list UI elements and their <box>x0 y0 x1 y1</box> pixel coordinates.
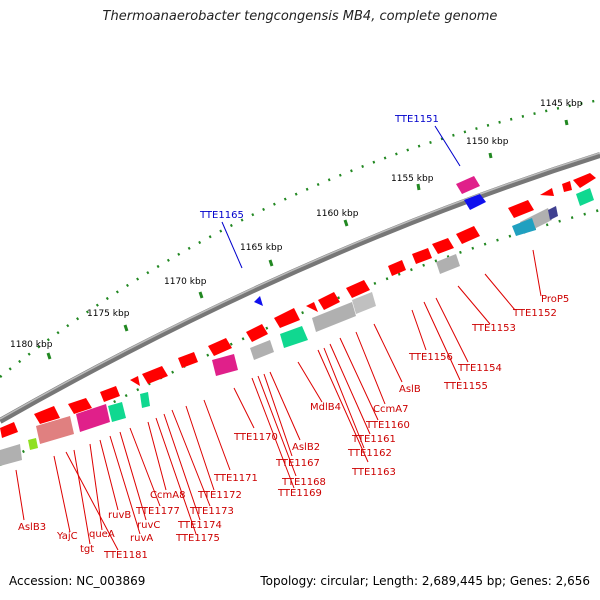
gene-label: AslB <box>399 384 421 395</box>
gene-label: TTE1154 <box>457 363 502 374</box>
gene-label: ProP5 <box>541 294 569 305</box>
gene-label: AslB3 <box>18 522 46 533</box>
gene-label: TTE1160 <box>365 420 410 431</box>
gene-arrow[interactable] <box>573 173 596 188</box>
gene-label: TTE1172 <box>197 490 242 501</box>
gene-box[interactable] <box>512 218 536 236</box>
gene-tte1151[interactable] <box>464 194 486 210</box>
scale-label: 1170 kbp <box>164 277 207 287</box>
gene-arrow[interactable] <box>562 181 572 192</box>
gene-arrow[interactable] <box>142 366 168 384</box>
gene-label: ruvC <box>137 520 160 531</box>
gene-tte1165[interactable] <box>254 296 263 306</box>
gene-box[interactable] <box>140 392 150 408</box>
scale-label: 1150 kbp <box>466 137 509 147</box>
gene-label: YajC <box>56 531 78 542</box>
gene-arrow[interactable] <box>306 302 318 312</box>
gene-arrow[interactable] <box>540 188 554 196</box>
gene-arrow[interactable] <box>318 292 340 310</box>
gene-label: TTE1153 <box>471 323 516 334</box>
gene-label: TTE1162 <box>347 448 392 459</box>
scale-label: 1175 kbp <box>87 309 130 319</box>
gene-box[interactable] <box>108 402 126 422</box>
gene-label: queA <box>89 529 115 540</box>
gene-label: MdlB4 <box>310 402 341 413</box>
gene-box[interactable] <box>0 444 22 466</box>
blue-genes <box>254 176 486 306</box>
gene-label: TTE1170 <box>233 432 278 443</box>
gene-box[interactable] <box>36 416 74 444</box>
gene-box[interactable] <box>250 340 274 360</box>
gene-leader <box>434 125 461 167</box>
gene-label: tgt <box>80 544 94 555</box>
gene-label: TTE1173 <box>189 506 234 517</box>
gene-label: TTE1155 <box>443 381 488 392</box>
gene-box[interactable] <box>28 438 38 450</box>
gene-label: TTE1152 <box>512 308 557 319</box>
gene-label: TTE1165 <box>199 210 244 221</box>
gene-labels: ProP5 TTE1152 TTE1153 TTE1154 TTE1155 TT… <box>18 294 569 561</box>
gene-arrow[interactable] <box>68 398 92 414</box>
scale-label: 1160 kbp <box>316 209 359 219</box>
scale-label: 1145 kbp <box>540 99 583 109</box>
gene-arrow[interactable] <box>346 280 370 298</box>
genome-backbone <box>0 152 600 424</box>
forward-genes <box>0 173 596 438</box>
gene-arrow[interactable] <box>456 226 480 244</box>
inner-genes <box>0 188 594 466</box>
scale-label: 1180 kbp <box>10 340 53 350</box>
gene-label: TTE1171 <box>213 473 258 484</box>
gene-arrow[interactable] <box>388 260 406 276</box>
gene-arrow[interactable] <box>178 352 198 368</box>
gene-label: TTE1156 <box>408 352 453 363</box>
gene-arrow[interactable] <box>34 406 60 424</box>
gene-arrow[interactable] <box>100 386 120 402</box>
accession-text: Accession: NC_003869 <box>9 574 146 588</box>
gene-box[interactable] <box>212 354 238 376</box>
gene-arrow[interactable] <box>274 308 300 328</box>
label-leaders <box>15 249 542 551</box>
gene-label: ruvB <box>108 510 131 521</box>
gene-label: CcmA8 <box>150 490 185 501</box>
scale-arc <box>0 98 600 378</box>
gene-magenta-top[interactable] <box>456 176 480 194</box>
gene-label: AslB2 <box>292 442 320 453</box>
gene-arrow[interactable] <box>0 422 18 438</box>
gene-arrow[interactable] <box>508 200 534 218</box>
scale-label: 1155 kbp <box>391 174 434 184</box>
gene-arrow[interactable] <box>208 338 232 356</box>
gene-arrow[interactable] <box>246 324 268 342</box>
gene-arrow[interactable] <box>432 238 454 254</box>
gene-label: TTE1181 <box>103 550 148 561</box>
gene-box[interactable] <box>76 404 110 432</box>
gene-label: TTE1175 <box>175 533 220 544</box>
gene-label: ruvA <box>130 533 153 544</box>
gene-arrow[interactable] <box>130 376 140 386</box>
genome-summary-text: Topology: circular; Length: 2,689,445 bp… <box>260 574 590 588</box>
gene-label: TTE1174 <box>177 520 222 531</box>
gene-label: TTE1161 <box>351 434 396 445</box>
gene-label: TTE1168 <box>281 477 326 488</box>
gene-label: TTE1151 <box>394 114 439 125</box>
genome-backbone-highlight <box>0 152 600 420</box>
gene-label: CcmA7 <box>373 404 408 415</box>
gene-box[interactable] <box>576 188 594 206</box>
gene-leader <box>221 221 243 269</box>
gene-box[interactable] <box>548 206 558 220</box>
gene-box[interactable] <box>280 326 308 348</box>
map-title: Thermoanaerobacter tengcongensis MB4, co… <box>102 9 498 24</box>
gene-box[interactable] <box>436 254 460 274</box>
gene-arrow[interactable] <box>412 248 432 264</box>
gene-box[interactable] <box>352 292 376 314</box>
gene-label: TTE1177 <box>135 506 180 517</box>
scale-major-ticks <box>46 119 569 360</box>
gene-label: TTE1169 <box>277 488 322 499</box>
gene-label: TTE1163 <box>351 467 396 478</box>
gene-box[interactable] <box>312 302 356 332</box>
scale-label: 1165 kbp <box>240 243 283 253</box>
gene-label: TTE1167 <box>275 458 320 469</box>
